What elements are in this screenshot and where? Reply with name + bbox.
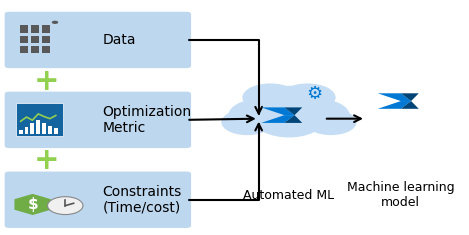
Bar [20, 25, 28, 33]
Text: Optimization
Metric: Optimization Metric [103, 105, 192, 135]
Bar [16, 103, 63, 136]
Bar [31, 46, 39, 53]
Polygon shape [261, 115, 295, 123]
FancyBboxPatch shape [5, 172, 191, 228]
Bar [42, 46, 50, 53]
Text: +: + [34, 67, 60, 96]
Polygon shape [401, 93, 419, 101]
Circle shape [305, 109, 356, 135]
Bar [42, 35, 50, 43]
Text: Automated ML: Automated ML [243, 188, 334, 202]
Polygon shape [261, 107, 295, 115]
Bar [31, 35, 39, 43]
Bar [30, 123, 34, 134]
Text: +: + [34, 146, 60, 176]
Bar [42, 25, 50, 33]
Circle shape [47, 197, 83, 215]
Text: Data: Data [103, 33, 136, 47]
Bar [24, 127, 29, 134]
Text: Machine learning
model: Machine learning model [347, 181, 454, 209]
Circle shape [284, 99, 349, 132]
Text: Constraints
(Time/cost): Constraints (Time/cost) [103, 185, 182, 215]
Circle shape [228, 99, 294, 132]
Circle shape [221, 109, 272, 135]
Polygon shape [378, 93, 411, 101]
Bar [20, 35, 28, 43]
Circle shape [254, 102, 324, 137]
Polygon shape [401, 101, 419, 109]
Polygon shape [378, 101, 411, 109]
Bar [20, 46, 28, 53]
Circle shape [52, 21, 58, 24]
Circle shape [242, 83, 298, 112]
Text: ⚙: ⚙ [307, 85, 323, 103]
Bar [42, 123, 46, 134]
Bar [19, 130, 23, 134]
Text: $: $ [27, 197, 38, 212]
Circle shape [280, 83, 336, 112]
Bar [31, 25, 39, 33]
Polygon shape [284, 107, 302, 115]
FancyBboxPatch shape [5, 92, 191, 148]
Polygon shape [284, 115, 302, 123]
Bar [36, 120, 40, 134]
Bar [48, 126, 52, 134]
Bar [54, 129, 58, 134]
FancyBboxPatch shape [5, 12, 191, 68]
Circle shape [250, 86, 329, 126]
